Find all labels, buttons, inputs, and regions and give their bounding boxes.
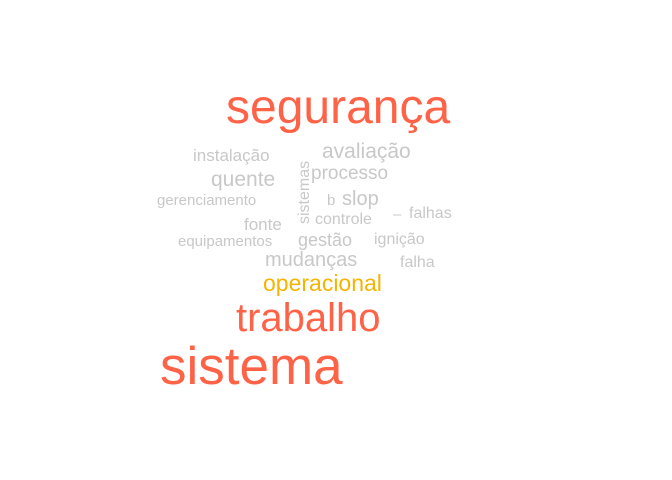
word-falha: falha: [400, 254, 435, 271]
word-controle: controle: [315, 211, 372, 228]
word-sistemas: sistemas: [296, 160, 313, 224]
word-operacional: operacional: [263, 270, 382, 296]
word-gestao: gestão: [298, 230, 353, 250]
word-avaliacao: avaliação: [322, 140, 411, 163]
word-instalacao: instalação: [193, 146, 270, 165]
word-trabalho: trabalho: [236, 296, 381, 340]
word-processo: processo: [311, 163, 389, 184]
word-sistema: sistema: [160, 337, 343, 396]
word-falhas: falhas: [409, 205, 452, 222]
word-gerenciamento: gerenciamento: [157, 192, 257, 209]
word-ignicao: ignição: [374, 231, 425, 248]
word-seguranca: segurança: [226, 81, 451, 134]
word-dash: –: [393, 206, 402, 223]
word-b: b: [327, 192, 336, 209]
word-fonte: fonte: [244, 215, 282, 234]
word-mudancas: mudanças: [265, 249, 358, 271]
word-equipamentos: equipamentos: [178, 233, 273, 250]
word-slop: slop: [342, 188, 379, 210]
word-quente: quente: [211, 168, 276, 191]
